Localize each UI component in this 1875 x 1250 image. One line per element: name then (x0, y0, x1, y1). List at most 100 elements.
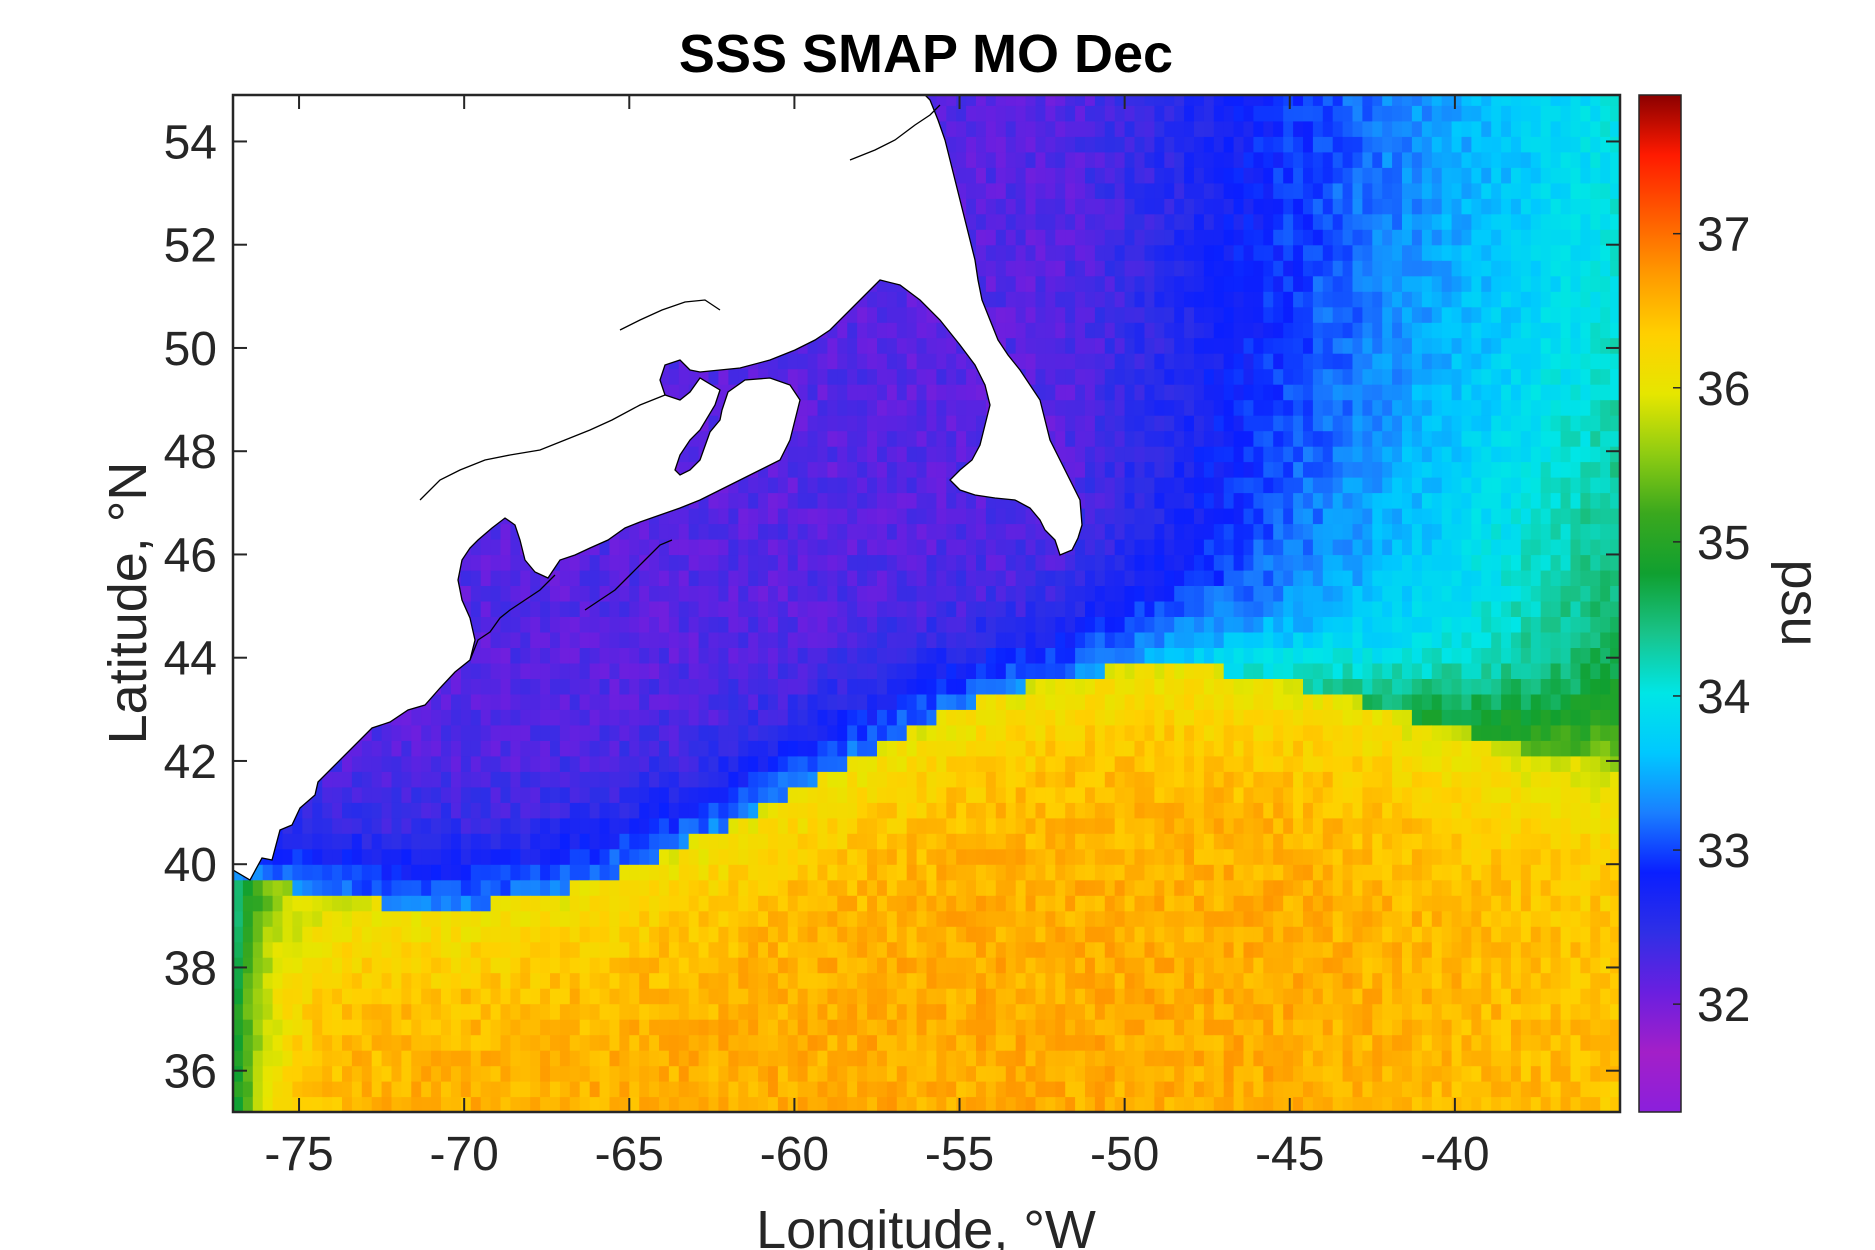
heatmap-cell (421, 1096, 432, 1112)
heatmap-cell (668, 864, 680, 881)
heatmap-cell (946, 1034, 957, 1051)
heatmap-cell (906, 647, 918, 664)
heatmap-cell (302, 879, 313, 896)
heatmap-cell (966, 662, 977, 679)
heatmap-cell (589, 1034, 601, 1051)
heatmap-cell (639, 972, 650, 989)
heatmap-cell (609, 647, 620, 664)
heatmap-cell (470, 957, 482, 974)
heatmap-cell (847, 755, 858, 772)
heatmap-cell (886, 384, 898, 401)
heatmap-cell (966, 554, 977, 571)
heatmap-cell (837, 415, 848, 432)
heatmap-cell (976, 1065, 987, 1082)
heatmap-cell (510, 926, 521, 943)
heatmap-cell (242, 972, 254, 989)
heatmap-cell (758, 864, 769, 881)
heatmap-cell (668, 1003, 680, 1020)
heatmap-cell (886, 802, 898, 819)
heatmap-cell (698, 724, 710, 741)
heatmap-cell (827, 755, 838, 772)
heatmap-cell (490, 833, 502, 850)
heatmap-cell (708, 368, 719, 385)
heatmap-cell (451, 678, 462, 695)
heatmap-cell (599, 724, 611, 741)
heatmap-cell (559, 569, 571, 586)
heatmap-cell (470, 1050, 482, 1067)
heatmap-cell (441, 693, 452, 710)
heatmap-cell (312, 1034, 323, 1051)
heatmap-cell (480, 1019, 492, 1036)
heatmap-cell (946, 1050, 957, 1067)
heatmap-cell (371, 833, 383, 850)
heatmap-cell (956, 415, 967, 432)
heatmap-cell (272, 1050, 284, 1067)
heatmap-cell (926, 693, 937, 710)
heatmap-cell (371, 1096, 383, 1112)
heatmap-cell (649, 616, 660, 633)
heatmap-cell (639, 631, 650, 648)
heatmap-cell (332, 771, 343, 788)
heatmap-cell (639, 1019, 650, 1036)
heatmap-cell (639, 1081, 650, 1098)
heatmap-cell (817, 508, 828, 525)
heatmap-cell (252, 1003, 264, 1020)
heatmap-cell (966, 1081, 977, 1098)
heatmap-cell (857, 399, 868, 416)
heatmap-cell (956, 817, 967, 834)
heatmap-cell (659, 926, 670, 943)
heatmap-cell (877, 1050, 888, 1067)
heatmap-cell (579, 1096, 591, 1112)
heatmap-cell (649, 539, 660, 556)
heatmap-cell (857, 585, 868, 602)
heatmap-cell (569, 895, 581, 912)
heatmap-cell (609, 1019, 620, 1036)
heatmap-cell (649, 740, 660, 757)
heatmap-cell (312, 1065, 323, 1082)
heatmap-cell (540, 1081, 551, 1098)
heatmap-cell (688, 1096, 700, 1112)
heatmap-cell (559, 1081, 571, 1098)
heatmap-cell (857, 926, 868, 943)
heatmap-cell (351, 1050, 363, 1067)
heatmap-cell (966, 755, 977, 772)
heatmap-cell (520, 662, 531, 679)
heatmap-cell (262, 910, 274, 927)
heatmap-cell (678, 368, 690, 385)
heatmap-cell (579, 972, 591, 989)
heatmap-cell (282, 910, 293, 927)
heatmap-cell (956, 1003, 967, 1020)
heatmap-cell (639, 740, 650, 757)
heatmap-cell (252, 1050, 264, 1067)
heatmap-cell (272, 1096, 284, 1112)
heatmap-cell (490, 941, 502, 958)
heatmap-cell (847, 461, 858, 478)
heatmap-cell (332, 755, 343, 772)
heatmap-cell (867, 523, 878, 540)
heatmap-cell (589, 802, 601, 819)
heatmap-cell (728, 786, 739, 803)
heatmap-cell (956, 662, 967, 679)
heatmap-cell (589, 926, 601, 943)
heatmap-cell (758, 817, 769, 834)
heatmap-cell (976, 415, 987, 432)
heatmap-cell (718, 508, 729, 525)
heatmap-cell (530, 1065, 541, 1082)
heatmap-cell (708, 523, 719, 540)
heatmap-cell (540, 647, 551, 664)
heatmap-cell (500, 662, 511, 679)
heatmap-cell (768, 786, 779, 803)
heatmap-cell (401, 895, 412, 912)
heatmap-cell (589, 740, 601, 757)
heatmap-cell (371, 740, 383, 757)
heatmap-cell (906, 864, 918, 881)
heatmap-cell (441, 1019, 452, 1036)
heatmap-cell (401, 988, 412, 1005)
heatmap-cell (233, 1034, 244, 1051)
heatmap-cell (797, 585, 809, 602)
heatmap-cell (480, 771, 492, 788)
heatmap-cell (906, 539, 918, 556)
heatmap-cell (936, 972, 947, 989)
heatmap-cell (877, 1034, 888, 1051)
heatmap-cell (252, 1081, 264, 1098)
